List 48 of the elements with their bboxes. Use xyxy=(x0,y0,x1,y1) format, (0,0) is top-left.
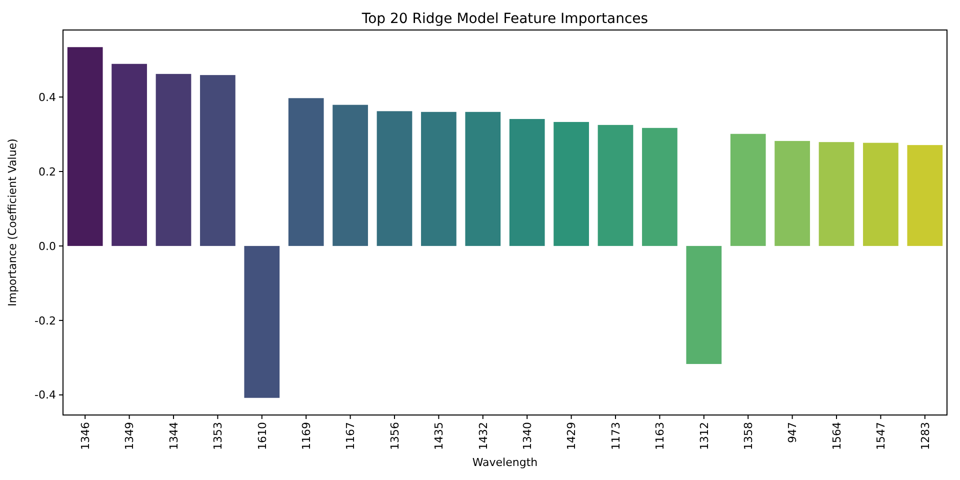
bar xyxy=(642,128,678,246)
bar xyxy=(686,246,722,364)
x-tick-label: 1429 xyxy=(565,422,578,450)
x-tick-label: 1167 xyxy=(344,422,358,450)
bar xyxy=(554,122,589,246)
bar xyxy=(774,140,810,246)
bar xyxy=(863,142,898,246)
x-tick-label: 1356 xyxy=(388,422,402,450)
y-tick-label: 0.0 xyxy=(38,240,56,253)
bar xyxy=(465,112,501,246)
y-tick-label: 0.4 xyxy=(38,90,56,104)
x-tick-label: 1610 xyxy=(256,422,269,450)
bar xyxy=(112,64,147,246)
bar xyxy=(376,111,412,246)
x-tick-label: 947 xyxy=(786,422,800,443)
x-tick-label: 1432 xyxy=(476,422,490,450)
bar xyxy=(288,98,324,246)
x-axis-title: Wavelength xyxy=(472,456,538,469)
x-tick-label: 1358 xyxy=(742,422,755,450)
bar xyxy=(818,142,854,246)
bar xyxy=(200,75,236,246)
bar xyxy=(244,246,280,398)
bar xyxy=(907,145,943,246)
y-axis-title: Importance (Coefficient Value) xyxy=(6,138,19,306)
bar xyxy=(598,124,634,246)
x-tick-label: 1346 xyxy=(78,422,92,450)
x-tick-label: 1435 xyxy=(432,422,446,450)
y-tick-label: -0.2 xyxy=(34,314,56,328)
x-tick-label: 1163 xyxy=(654,422,667,450)
bar xyxy=(156,74,192,246)
x-tick-label: 1349 xyxy=(123,422,136,450)
x-tick-label: 1340 xyxy=(520,422,534,450)
x-tick-label: 1312 xyxy=(698,422,711,450)
bar xyxy=(332,104,368,246)
bar xyxy=(421,112,456,246)
x-tick-label: 1169 xyxy=(300,422,313,450)
x-tick-label: 1283 xyxy=(918,422,932,450)
x-tick-label: 1564 xyxy=(830,422,844,450)
chart-title: Top 20 Ridge Model Feature Importances xyxy=(360,11,648,27)
x-tick-label: 1344 xyxy=(167,422,180,450)
bar xyxy=(67,47,103,246)
x-tick-label: 1353 xyxy=(212,422,225,450)
y-tick-label: 0.2 xyxy=(38,165,56,178)
x-tick-label: 1173 xyxy=(609,422,622,450)
x-tick-label: 1547 xyxy=(874,422,888,450)
bar xyxy=(509,118,545,246)
y-tick-label: -0.4 xyxy=(34,388,56,402)
bar xyxy=(730,134,766,246)
